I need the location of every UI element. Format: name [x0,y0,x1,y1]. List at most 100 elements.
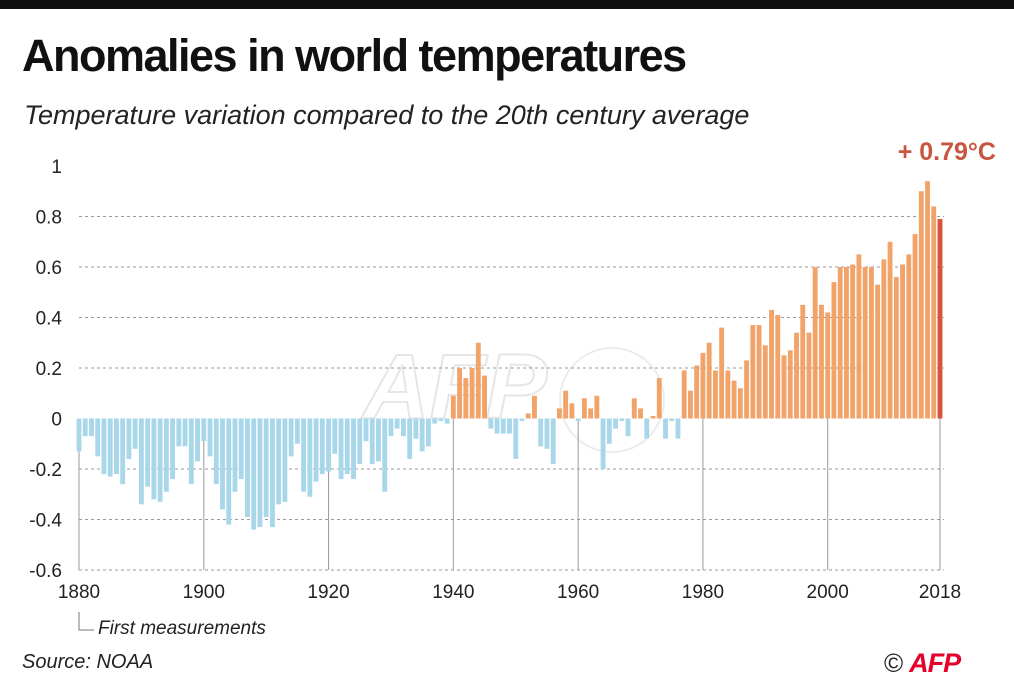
bar-1977 [681,370,687,419]
bar-1903 [220,418,225,510]
bar-1957 [556,408,562,419]
bar-1966 [613,418,618,429]
bar-1901 [207,418,213,457]
bar-1959 [569,403,575,419]
bar-1884 [101,418,107,475]
bar-1965 [606,418,612,444]
bar-1990 [762,345,768,419]
bar-2015 [918,191,924,419]
bar-1936 [425,418,431,447]
bar-1969 [631,398,637,419]
bar-1885 [107,418,113,477]
bar-1971 [644,418,650,439]
bar-1976 [675,418,681,439]
bar-2005 [856,254,862,419]
bar-1986 [737,388,743,419]
bar-1888 [126,418,132,459]
bar-1887 [120,418,126,485]
source-label: Source: NOAA [22,651,154,673]
bar-1934 [413,418,419,439]
y-tick-label: -0.4 [29,511,62,532]
agency-watermark: AFP [360,335,665,453]
bar-1933 [407,418,413,459]
x-tick-label: 1880 [58,582,100,603]
x-tick-label: 2000 [807,582,849,603]
bar-1900 [201,418,207,442]
bar-1882 [89,418,94,437]
bar-1948 [500,418,506,434]
bar-1909 [257,418,263,528]
bar-1954 [538,418,544,447]
bar-1899 [195,418,200,462]
bar-1932 [401,418,406,437]
x-tick-label: 1900 [183,582,225,603]
y-tick-label: 0.6 [36,258,62,279]
bar-1987 [744,360,750,419]
bar-1949 [507,418,512,434]
bar-1950 [513,418,519,459]
bar-1937 [432,418,438,424]
bar-1985 [731,380,737,419]
agency-logo: AFP [909,648,961,678]
bar-1981 [706,342,712,419]
bar-1982 [712,370,718,419]
bar-1895 [170,418,176,480]
bar-1979 [694,365,700,419]
bar-1883 [95,418,101,457]
bar-1921 [332,418,338,454]
bar-1915 [294,418,300,444]
first-measurements-note: First measurements [98,618,266,639]
bar-1880 [76,418,82,452]
bar-1912 [276,418,282,505]
bar-1926 [363,418,369,442]
chart-title: Anomalies in world temperatures [22,30,687,81]
bar-1955 [544,418,550,449]
bar-1975 [669,418,675,422]
y-tick-label: 0.2 [36,359,62,380]
bar-2002 [837,267,843,419]
bar-1940 [450,395,456,419]
bar-1956 [550,418,556,464]
bar-2009 [881,259,887,419]
bar-1890 [138,418,144,505]
bar-1953 [532,395,537,419]
bar-1983 [719,327,725,419]
bar-1999 [819,304,824,419]
bar-1902 [213,418,219,485]
bar-1958 [563,390,569,419]
bar-1963 [594,395,600,419]
bar-1991 [769,309,774,419]
bar-1914 [288,418,294,457]
bar-2001 [831,282,837,419]
chart-subtitle: Temperature variation compared to the 20… [24,100,750,130]
bar-2017 [931,206,937,419]
bar-2013 [906,254,912,419]
bar-1892 [151,418,157,500]
watermark-globe-icon [559,347,665,453]
bar-1897 [182,418,188,447]
bar-1907 [245,418,250,517]
y-tick-label: 0.8 [36,208,62,229]
bar-1968 [625,418,631,437]
y-tick-label: -0.6 [29,561,62,582]
bar-1984 [725,370,731,419]
bar-1922 [338,418,344,480]
bar-1898 [188,418,194,485]
x-tick-label: 1920 [307,582,349,603]
bar-1930 [388,418,394,437]
y-tick-label: 0.4 [36,309,63,330]
bar-1942 [463,378,469,419]
bar-1935 [419,418,425,452]
bar-1988 [750,325,756,419]
x-tick-label: 1980 [682,582,724,603]
bar-1881 [82,418,88,437]
bar-1941 [457,368,463,419]
copyright-icon: © [884,648,904,678]
y-tick-label: 0 [51,410,62,431]
bar-1989 [756,325,762,419]
bar-1980 [700,352,706,419]
bar-1961 [581,398,587,419]
bar-2006 [862,267,868,419]
bar-1889 [132,418,138,449]
